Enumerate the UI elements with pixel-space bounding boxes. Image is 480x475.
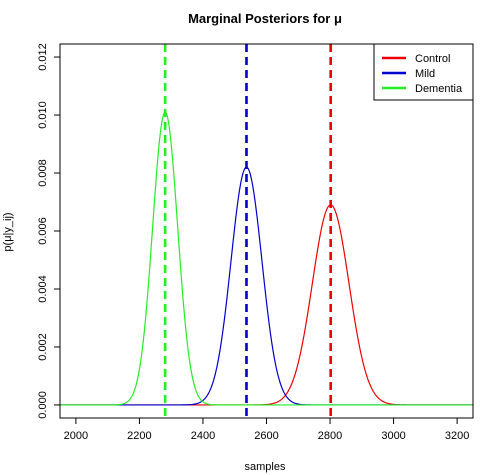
plot-area — [60, 44, 473, 418]
legend: Control Mild Dementia — [373, 43, 474, 101]
x-axis-label: samples — [245, 461, 286, 473]
x-tick-label: 2400 — [191, 430, 215, 442]
chart-title: Marginal Posteriors for μ — [188, 11, 342, 26]
y-axis: 0.000 0.002 0.004 0.006 0.008 0.010 0.012 — [37, 43, 60, 419]
legend-label-mild: Mild — [415, 68, 435, 80]
x-tick-label: 2600 — [254, 430, 278, 442]
y-axis-label: p(μ|y_ij) — [2, 212, 14, 251]
legend-label-control: Control — [415, 53, 450, 65]
y-tick-label: 0.000 — [37, 391, 49, 419]
y-tick-label: 0.002 — [37, 333, 49, 361]
density-curve-dementia — [60, 111, 473, 406]
y-tick-label: 0.004 — [37, 275, 49, 303]
y-tick-label: 0.012 — [37, 43, 49, 71]
y-tick-label: 0.006 — [37, 217, 49, 245]
density-curve-mild — [60, 166, 473, 406]
x-tick-label: 2000 — [64, 430, 88, 442]
y-tick-label: 0.010 — [37, 101, 49, 129]
x-tick-label: 3000 — [381, 430, 405, 442]
legend-label-dementia: Dementia — [415, 83, 463, 95]
x-tick-label: 3200 — [445, 430, 469, 442]
y-tick-label: 0.008 — [37, 159, 49, 187]
x-axis: 2000 2200 2400 2600 2800 3000 3200 — [64, 418, 469, 442]
x-tick-label: 2800 — [318, 430, 342, 442]
x-tick-label: 2200 — [127, 430, 151, 442]
